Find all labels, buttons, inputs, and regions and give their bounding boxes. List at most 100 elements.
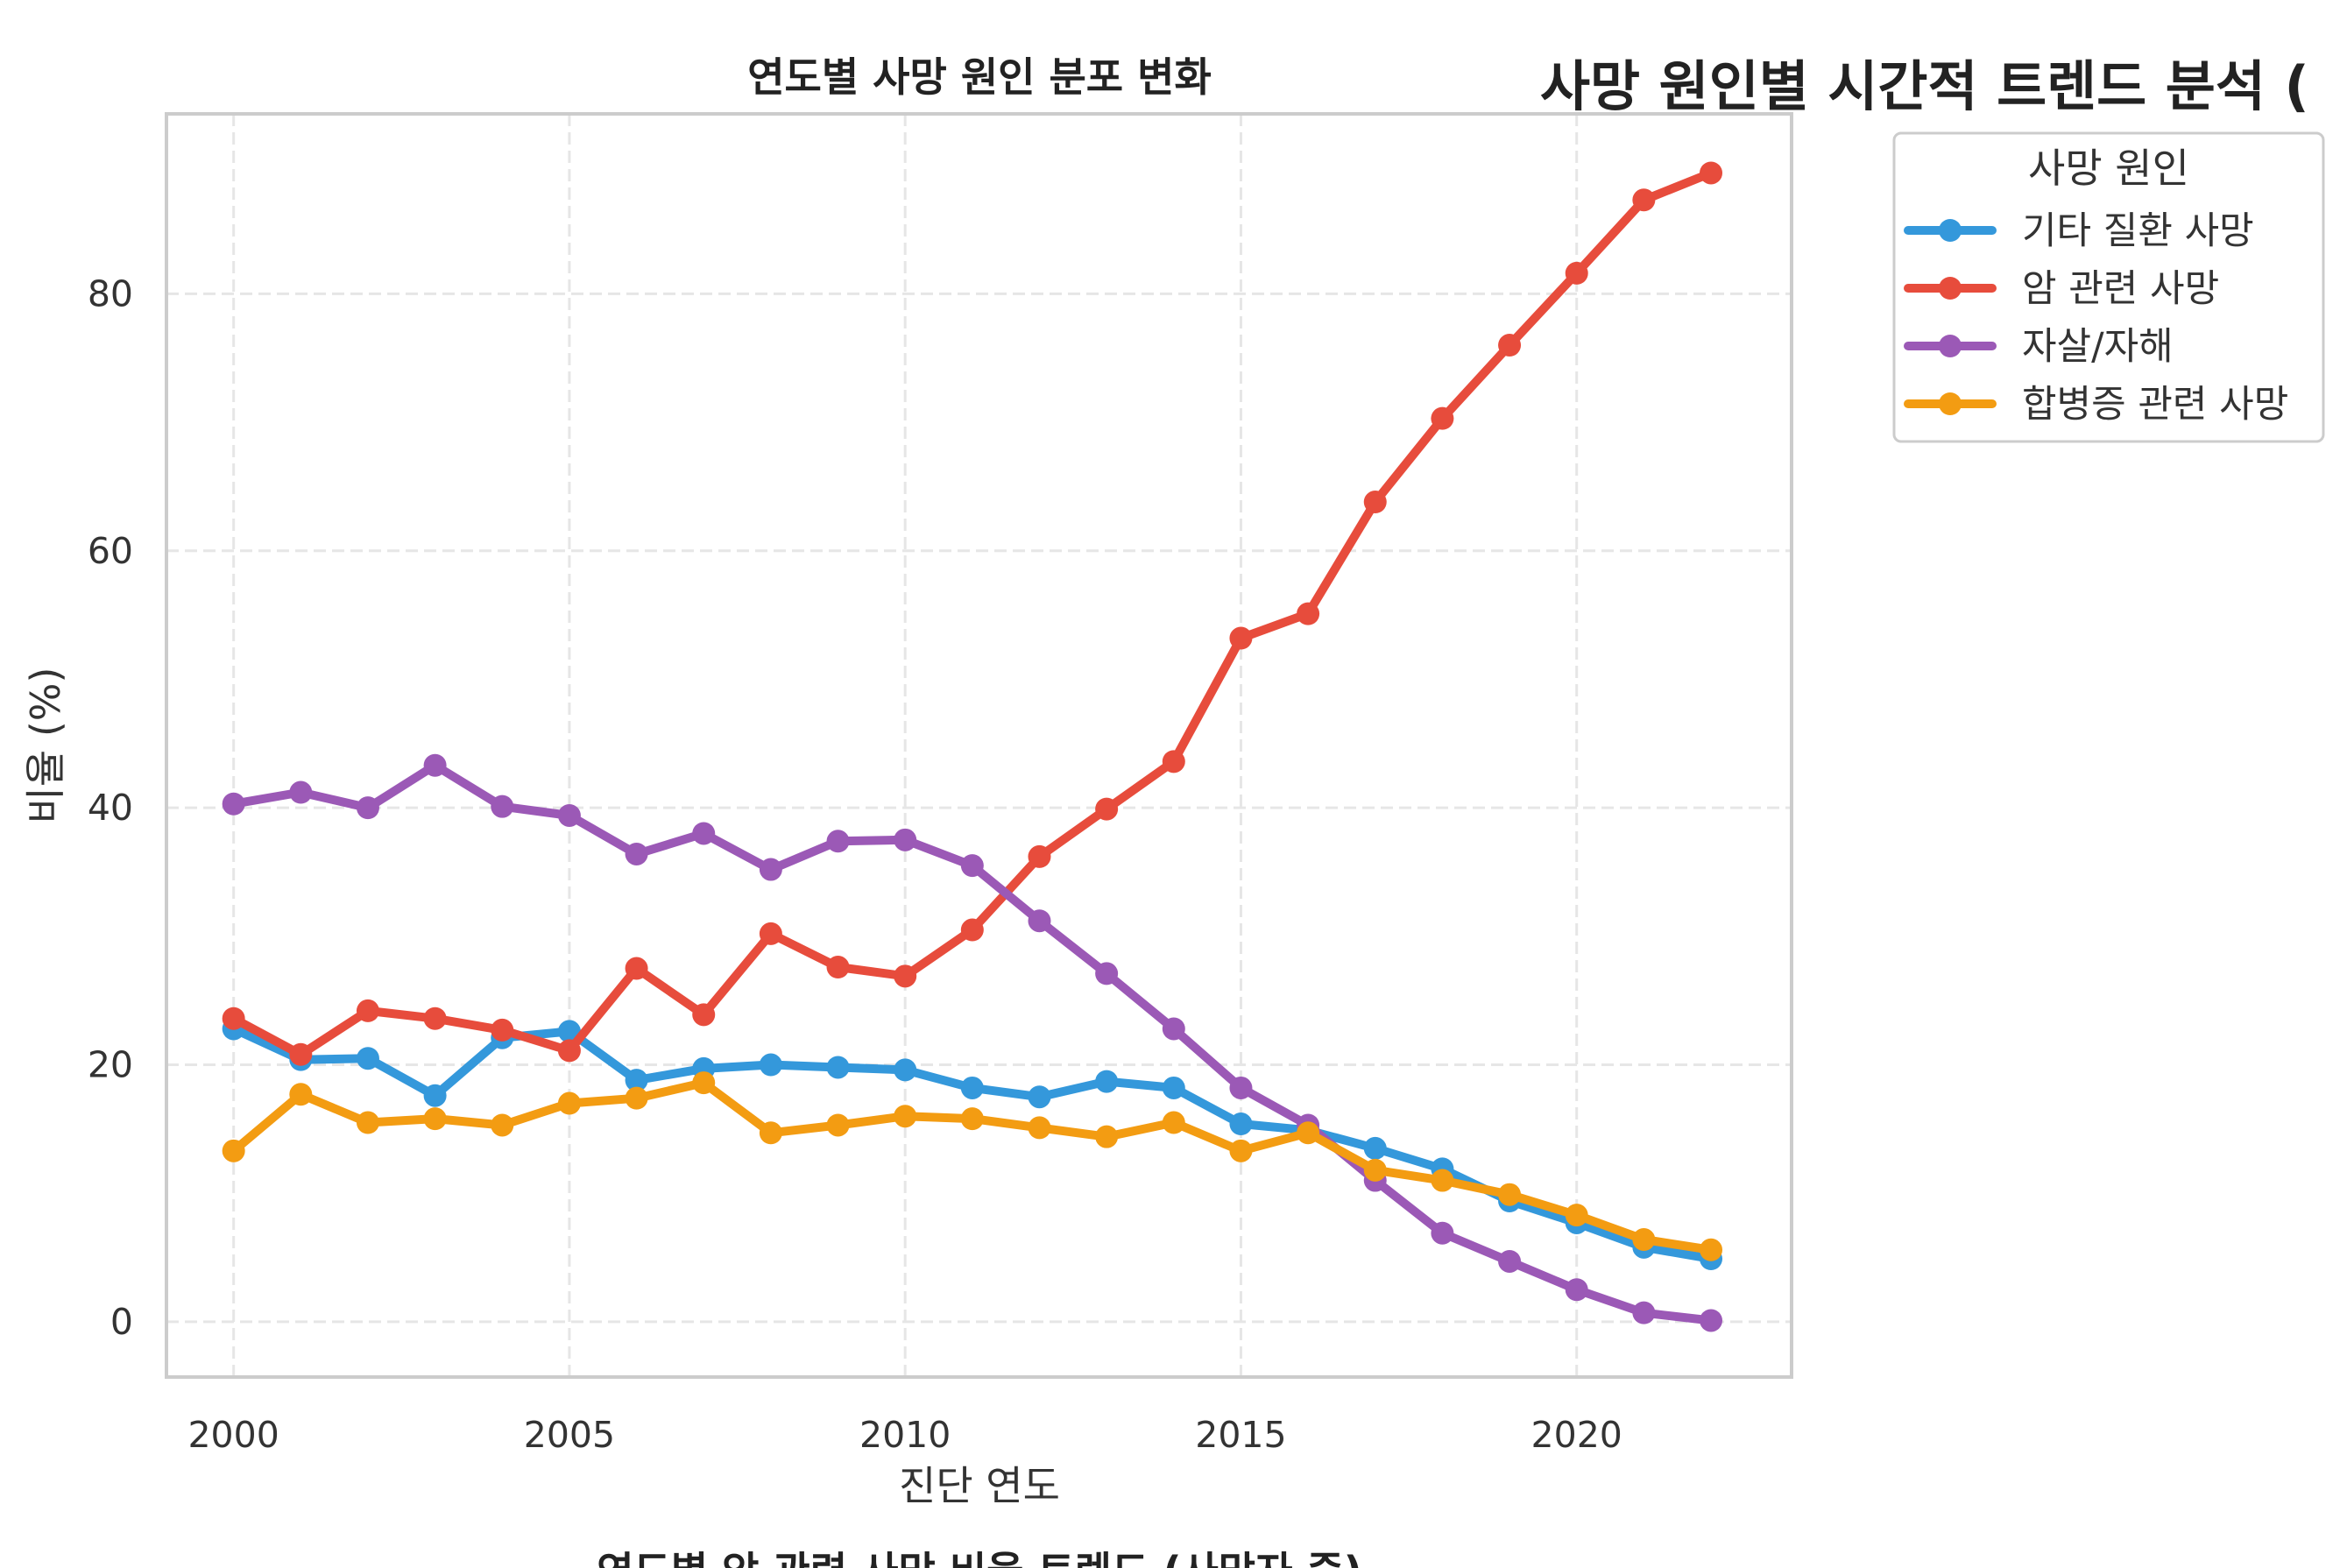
data-point xyxy=(692,1003,716,1027)
data-point xyxy=(1095,1125,1119,1148)
data-point xyxy=(1229,626,1253,650)
plot-title: 연도별 사망 원인 분포 변화 xyxy=(747,53,1212,101)
data-point xyxy=(625,1086,648,1110)
data-point xyxy=(1162,750,1185,773)
data-point xyxy=(625,957,648,980)
data-point xyxy=(1431,1221,1454,1245)
legend-item: 기타 질환 사망 xyxy=(1904,209,2254,253)
data-point xyxy=(1700,1238,1723,1261)
data-point xyxy=(356,999,379,1022)
legend-marker-swatch xyxy=(1939,392,1962,415)
data-point xyxy=(356,796,379,820)
data-point xyxy=(1431,406,1454,430)
data-point xyxy=(759,858,782,881)
data-point xyxy=(222,1006,245,1030)
legend-item: 합병증 관련 사망 xyxy=(1904,383,2288,427)
x-tick-label: 2000 xyxy=(187,1414,279,1456)
legend-marker-swatch xyxy=(1939,219,1962,242)
data-point xyxy=(1498,1249,1522,1273)
data-point xyxy=(491,795,514,818)
data-point xyxy=(1162,1111,1185,1134)
data-point xyxy=(222,1139,245,1162)
data-point xyxy=(1297,602,1320,625)
data-point xyxy=(1363,1158,1387,1182)
data-point xyxy=(1028,844,1051,868)
series-2 xyxy=(222,161,1723,1066)
y-tick-label: 60 xyxy=(88,530,133,572)
data-point xyxy=(289,780,313,804)
x-tick-label: 2010 xyxy=(859,1414,951,1456)
data-point xyxy=(960,918,984,942)
data-point xyxy=(1632,1228,1656,1252)
legend-label: 암 관련 사망 xyxy=(2022,267,2219,311)
data-point xyxy=(491,1113,514,1137)
data-point xyxy=(1431,1169,1454,1192)
y-tick-label: 0 xyxy=(110,1301,133,1343)
data-point xyxy=(289,1083,313,1106)
legend-marker-swatch xyxy=(1939,277,1962,300)
data-point xyxy=(894,1058,917,1082)
grid-lines xyxy=(166,114,1792,1377)
data-point xyxy=(1700,161,1723,185)
data-point xyxy=(894,1105,917,1128)
data-point xyxy=(1632,188,1656,212)
series-lines xyxy=(222,161,1723,1332)
data-point xyxy=(960,854,984,878)
data-point xyxy=(557,1091,581,1115)
data-point xyxy=(759,1053,782,1077)
data-point xyxy=(1565,1278,1588,1302)
lower-chart-title: 연도별 암 관련 사망 비율 트렌드 (사망자 중) xyxy=(597,1548,1362,1568)
x-tick-label: 2015 xyxy=(1195,1414,1286,1456)
series-4 xyxy=(222,1071,1723,1261)
data-point xyxy=(1028,1116,1051,1140)
data-point xyxy=(1565,261,1588,285)
data-point xyxy=(759,922,782,945)
data-point xyxy=(1028,1085,1051,1109)
x-axis-label: 진단 연도 xyxy=(899,1462,1060,1509)
data-point xyxy=(1229,1112,1253,1136)
data-point xyxy=(1565,1204,1588,1227)
data-point xyxy=(423,1107,447,1131)
legend-marker-swatch xyxy=(1939,335,1962,357)
data-point xyxy=(625,842,648,865)
data-point xyxy=(960,1076,984,1099)
data-point xyxy=(759,1121,782,1145)
legend-item: 자살/자해 xyxy=(1904,325,2174,369)
data-point xyxy=(1095,962,1119,985)
data-point xyxy=(491,1018,514,1042)
data-point xyxy=(557,803,581,827)
data-point xyxy=(222,792,245,816)
data-point xyxy=(423,1006,447,1030)
data-point xyxy=(894,828,917,851)
x-tick-labels: 2000 2005 2010 2015 2020 xyxy=(187,1414,1622,1456)
data-point xyxy=(1700,1309,1723,1332)
y-axis-label: 비율 (%) xyxy=(22,667,69,824)
data-point xyxy=(1498,1183,1522,1206)
data-point xyxy=(1162,1017,1185,1041)
data-point xyxy=(1498,334,1522,357)
data-point xyxy=(625,1069,648,1092)
data-point xyxy=(692,1071,716,1095)
data-point xyxy=(1095,797,1119,821)
x-tick-label: 2005 xyxy=(524,1414,615,1456)
data-point xyxy=(1095,1070,1119,1093)
legend-item: 암 관련 사망 xyxy=(1904,267,2219,311)
data-point xyxy=(1028,909,1051,933)
data-point xyxy=(356,1047,379,1070)
legend-label: 자살/자해 xyxy=(2022,325,2174,369)
data-point xyxy=(826,1056,850,1079)
y-tick-labels: 0 20 40 60 80 xyxy=(88,272,133,1343)
y-tick-label: 20 xyxy=(88,1044,133,1086)
y-tick-label: 40 xyxy=(88,787,133,829)
legend-label: 합병증 관련 사망 xyxy=(2022,383,2288,427)
data-point xyxy=(826,956,850,979)
figure-suptitle: 사망 원인별 시간적 트렌드 분석 ( xyxy=(1540,54,2309,118)
data-point xyxy=(1363,1136,1387,1160)
data-point xyxy=(557,1039,581,1063)
data-point xyxy=(423,753,447,777)
data-point xyxy=(826,830,850,853)
legend-title: 사망 원인 xyxy=(2028,145,2189,192)
data-point xyxy=(1363,491,1387,514)
data-point xyxy=(960,1107,984,1131)
